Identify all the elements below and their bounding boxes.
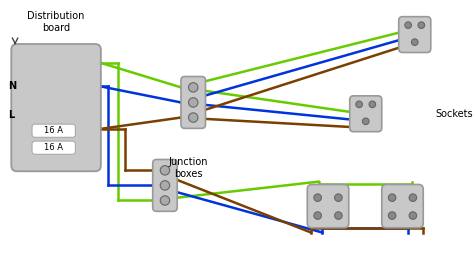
Text: Distribution
board: Distribution board bbox=[27, 11, 85, 33]
Circle shape bbox=[160, 166, 170, 175]
FancyBboxPatch shape bbox=[153, 159, 177, 211]
Circle shape bbox=[388, 194, 396, 201]
Text: Junction
boxes: Junction boxes bbox=[169, 157, 208, 179]
FancyBboxPatch shape bbox=[181, 77, 206, 128]
FancyBboxPatch shape bbox=[32, 124, 75, 137]
Circle shape bbox=[189, 83, 198, 92]
FancyBboxPatch shape bbox=[11, 44, 101, 171]
Text: 16 A: 16 A bbox=[44, 143, 63, 152]
Circle shape bbox=[314, 212, 321, 219]
Circle shape bbox=[335, 194, 342, 201]
FancyBboxPatch shape bbox=[307, 184, 349, 228]
FancyBboxPatch shape bbox=[382, 184, 423, 228]
FancyBboxPatch shape bbox=[32, 141, 75, 154]
Circle shape bbox=[405, 22, 411, 28]
Circle shape bbox=[363, 118, 369, 125]
Circle shape bbox=[160, 196, 170, 205]
Circle shape bbox=[335, 212, 342, 219]
Circle shape bbox=[356, 101, 363, 108]
Circle shape bbox=[369, 101, 375, 108]
Text: N: N bbox=[9, 82, 17, 91]
FancyBboxPatch shape bbox=[399, 17, 431, 52]
Circle shape bbox=[314, 194, 321, 201]
Circle shape bbox=[388, 212, 396, 219]
Circle shape bbox=[160, 181, 170, 190]
Circle shape bbox=[189, 113, 198, 122]
Text: L: L bbox=[9, 110, 15, 120]
Circle shape bbox=[409, 212, 417, 219]
Circle shape bbox=[409, 194, 417, 201]
FancyBboxPatch shape bbox=[350, 96, 382, 132]
Circle shape bbox=[189, 98, 198, 107]
Circle shape bbox=[411, 39, 418, 45]
Text: Sockets: Sockets bbox=[436, 109, 473, 119]
Circle shape bbox=[418, 22, 425, 28]
Text: 16 A: 16 A bbox=[44, 126, 63, 135]
